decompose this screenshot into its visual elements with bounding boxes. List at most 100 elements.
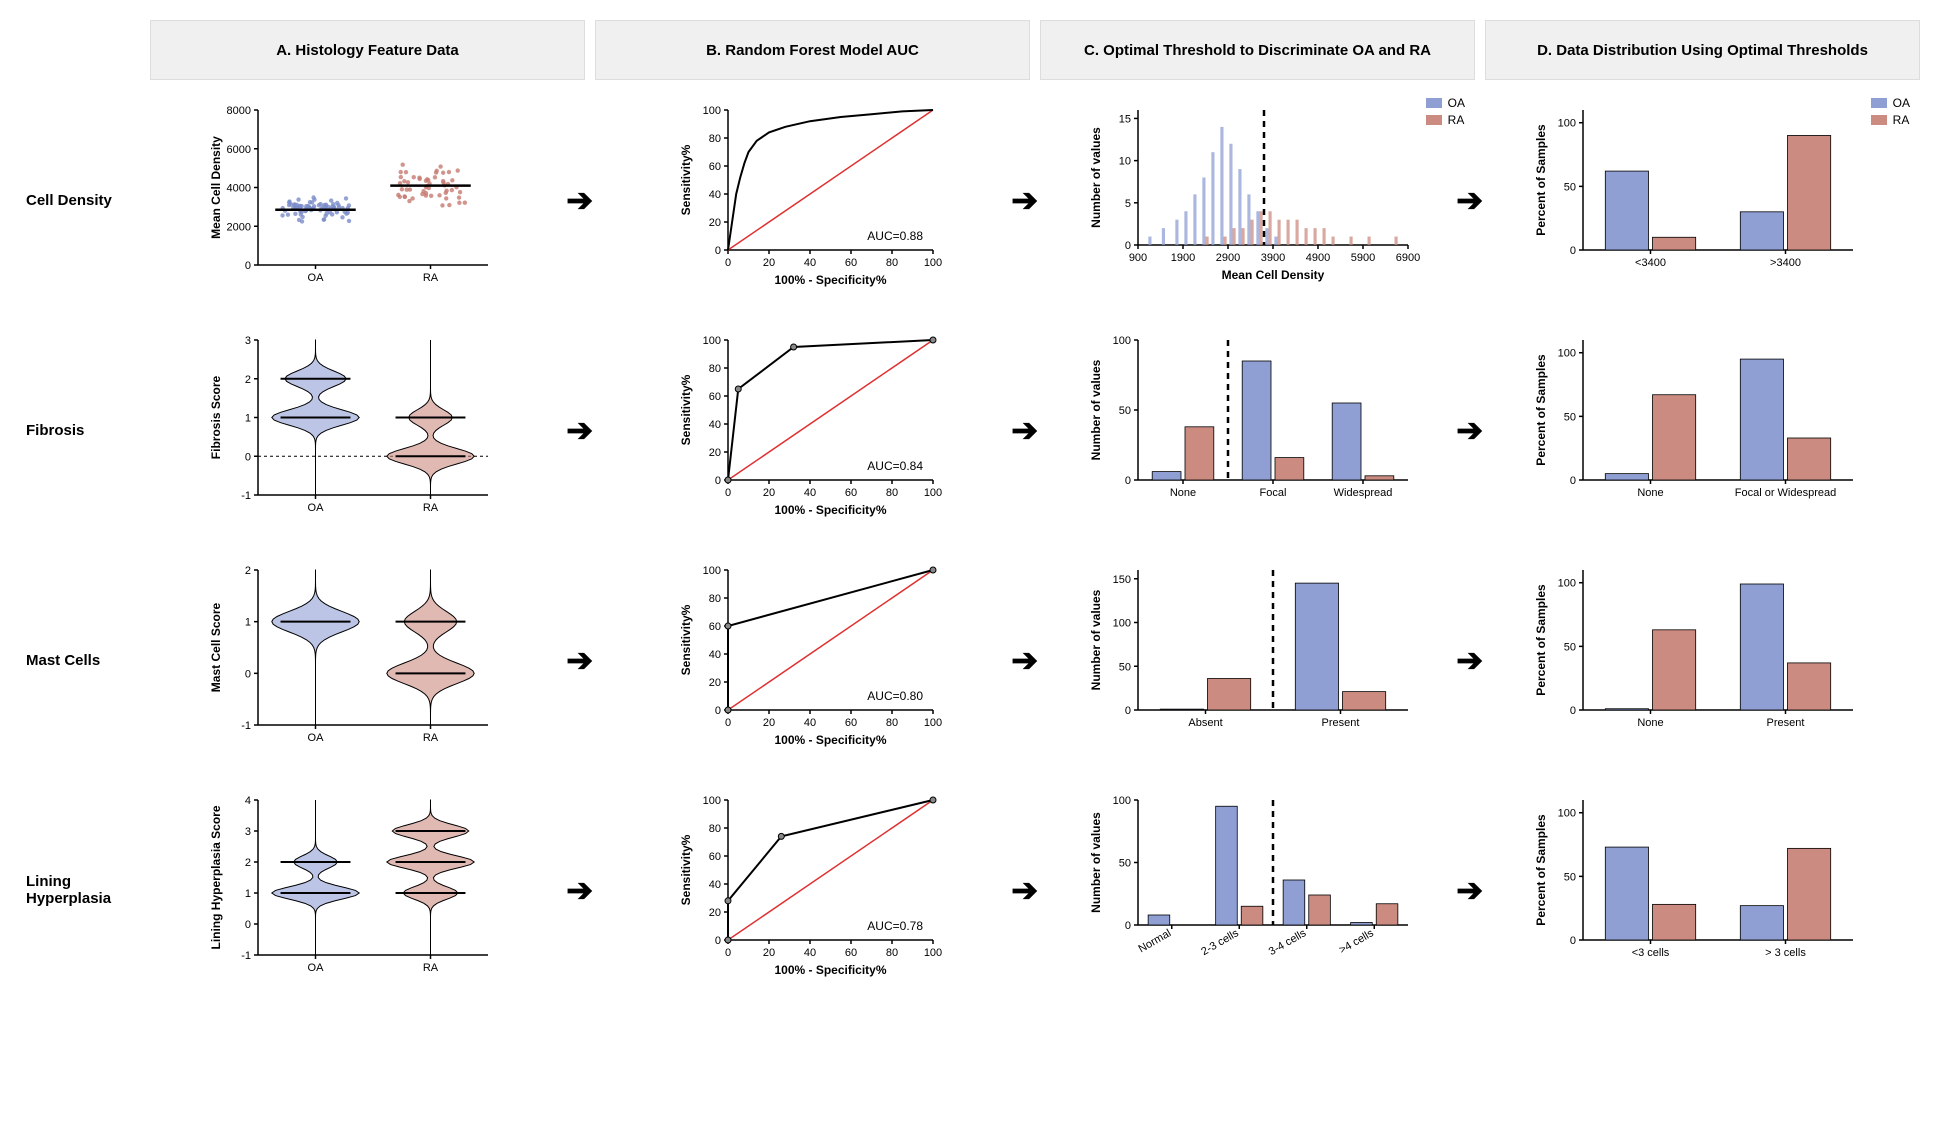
svg-text:100: 100 [1112,618,1130,630]
svg-text:80: 80 [885,947,897,959]
svg-text:3-4 cells: 3-4 cells [1266,927,1308,958]
svg-text:0: 0 [244,668,250,680]
svg-text:1: 1 [244,888,250,900]
svg-text:0: 0 [1124,240,1130,252]
svg-text:100% - Specificity%: 100% - Specificity% [774,503,886,517]
svg-text:Present: Present [1766,717,1804,729]
svg-text:60: 60 [708,391,720,403]
svg-text:AUC=0.78: AUC=0.78 [867,919,923,933]
svg-text:3: 3 [244,826,250,838]
arrow-icon: ➔ [1011,181,1038,219]
svg-text:60: 60 [844,947,856,959]
svg-text:AUC=0.88: AUC=0.88 [867,229,923,243]
svg-text:Percent of Samples: Percent of Samples [1534,124,1548,236]
svg-text:Present: Present [1321,717,1359,729]
svg-text:Number of values: Number of values [1089,127,1103,228]
svg-text:2900: 2900 [1215,252,1239,264]
svg-text:Focal: Focal [1259,487,1286,499]
svg-text:20: 20 [762,487,774,499]
chart-cell: 020406080100020406080100100% - Specifici… [595,90,1030,310]
chart-cell: 02000400060008000OARAMean Cell Density➔ [150,90,585,310]
svg-text:Fibrosis Score: Fibrosis Score [209,376,223,460]
svg-text:2: 2 [244,374,250,386]
svg-text:20: 20 [762,257,774,269]
svg-text:OA: OA [307,272,324,284]
svg-text:60: 60 [708,161,720,173]
svg-text:<3 cells: <3 cells [1631,947,1669,959]
svg-text:0: 0 [724,257,730,269]
svg-text:15: 15 [1118,113,1130,125]
chart-cell: 050100Normal2-3 cells3-4 cells>4 cellsNu… [1040,780,1475,1000]
svg-text:Percent of Samples: Percent of Samples [1534,584,1548,696]
svg-text:6000: 6000 [226,144,250,156]
svg-text:40: 40 [708,649,720,661]
svg-text:100% - Specificity%: 100% - Specificity% [774,273,886,287]
svg-text:RA: RA [422,502,438,514]
svg-text:100: 100 [923,717,941,729]
svg-text:80: 80 [885,257,897,269]
svg-text:900: 900 [1128,252,1146,264]
svg-text:0: 0 [1124,705,1130,717]
svg-text:1: 1 [244,617,250,629]
svg-text:20: 20 [708,677,720,689]
svg-text:-1: -1 [241,490,251,502]
svg-text:None: None [1637,487,1663,499]
svg-text:>4 cells: >4 cells [1337,927,1376,956]
svg-text:50: 50 [1563,411,1575,423]
chart-cell: 020406080100020406080100100% - Specifici… [595,780,1030,1000]
chart-cell: 050100NonePresentPercent of Samples [1485,550,1920,770]
svg-text:40: 40 [803,947,815,959]
svg-text:OA: OA [307,732,324,744]
svg-text:50: 50 [1563,871,1575,883]
svg-text:100: 100 [702,335,720,347]
svg-text:100: 100 [702,795,720,807]
chart-cell: 051015900190029003900490059006900Mean Ce… [1040,90,1475,310]
svg-text:Percent of Samples: Percent of Samples [1534,814,1548,926]
svg-text:20: 20 [762,947,774,959]
legend: OARA [1871,96,1910,130]
svg-text:40: 40 [708,879,720,891]
svg-text:60: 60 [708,621,720,633]
column-header-A: A. Histology Feature Data [150,20,585,80]
svg-text:None: None [1637,717,1663,729]
row-label: Fibrosis [20,320,140,540]
svg-text:50: 50 [1563,641,1575,653]
svg-text:50: 50 [1563,181,1575,193]
legend-label: RA [1893,113,1910,127]
svg-text:10: 10 [1118,156,1130,168]
svg-text:0: 0 [714,705,720,717]
svg-text:0: 0 [1569,245,1575,257]
svg-text:100: 100 [1557,348,1575,360]
arrow-icon: ➔ [1011,871,1038,909]
arrow-icon: ➔ [566,641,593,679]
svg-text:-1: -1 [241,720,251,732]
svg-text:0: 0 [244,451,250,463]
svg-text:60: 60 [844,257,856,269]
svg-text:20: 20 [708,907,720,919]
svg-text:100: 100 [923,487,941,499]
chart-cell: 020406080100020406080100100% - Specifici… [595,320,1030,540]
svg-text:None: None [1169,487,1195,499]
svg-text:50: 50 [1118,661,1130,673]
svg-text:80: 80 [885,487,897,499]
svg-text:8000: 8000 [226,105,250,117]
chart-cell: -1012OARAMast Cell Score➔ [150,550,585,770]
legend-label: RA [1448,113,1465,127]
svg-text:AUC=0.80: AUC=0.80 [867,689,923,703]
svg-text:80: 80 [708,363,720,375]
svg-text:40: 40 [803,257,815,269]
arrow-icon: ➔ [566,871,593,909]
svg-text:3900: 3900 [1260,252,1284,264]
svg-text:0: 0 [1124,920,1130,932]
svg-text:60: 60 [844,717,856,729]
legend: OARA [1426,96,1465,130]
svg-text:Sensitivity%: Sensitivity% [679,374,693,445]
svg-text:80: 80 [708,133,720,145]
svg-text:0: 0 [244,919,250,931]
svg-text:RA: RA [422,732,438,744]
svg-text:0: 0 [1569,935,1575,947]
svg-text:>3400: >3400 [1770,257,1801,269]
svg-text:50: 50 [1118,405,1130,417]
arrow-icon: ➔ [1456,871,1483,909]
column-header-D: D. Data Distribution Using Optimal Thres… [1485,20,1920,80]
